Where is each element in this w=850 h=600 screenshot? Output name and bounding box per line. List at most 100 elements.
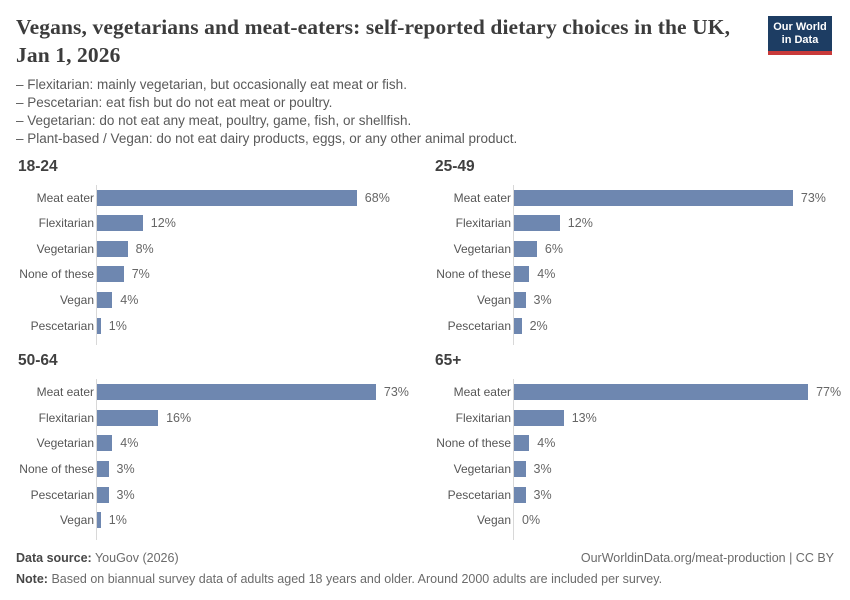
bar-row: None of these 3% [16, 456, 433, 482]
value-label: 16% [166, 410, 192, 425]
bar-track: 13% [513, 405, 850, 431]
bar-track: 73% [96, 379, 433, 406]
value-label: 1% [108, 513, 127, 528]
bar-row: Pescetarian 3% [433, 481, 850, 508]
bar-row: Meat eater 73% [433, 184, 850, 211]
category-label: Pescetarian [447, 318, 511, 333]
category-label: Pescetarian [30, 318, 94, 333]
category-label: Meat eater [453, 385, 511, 400]
bar-rows: Meat eater 77% Flexitarian 13% None of these… [433, 379, 850, 540]
bar-row: Vegan 0% [433, 507, 850, 533]
bar[interactable] [514, 215, 560, 232]
bar[interactable] [514, 266, 530, 283]
value-label: 73% [383, 385, 409, 400]
value-label: 3% [116, 462, 135, 477]
bar-track: 12% [513, 210, 850, 237]
bar[interactable] [97, 266, 124, 283]
bar[interactable] [97, 317, 101, 334]
bar-track: 16% [96, 405, 433, 431]
bar-row: Vegan 1% [16, 507, 433, 533]
owid-logo-line1: Our World [773, 21, 827, 33]
header: Vegans, vegetarians and meat-eaters: sel… [16, 14, 834, 70]
page-title: Vegans, vegetarians and meat-eaters: sel… [16, 15, 731, 67]
bar-track: 4% [96, 287, 433, 313]
value-label: 6% [544, 241, 563, 256]
category-label: Meat eater [36, 190, 94, 205]
bar-rows: Meat eater 73% Flexitarian 12% Vegetarian 6% N… [433, 184, 850, 346]
bar-row: None of these 4% [433, 261, 850, 288]
category-label: Flexitarian [38, 410, 94, 425]
bar[interactable] [97, 461, 109, 478]
bar[interactable] [97, 486, 109, 503]
bar[interactable] [514, 240, 537, 257]
bar-track: 4% [513, 261, 850, 288]
footer-note-label: Note: [16, 572, 48, 586]
chart-panel-2549: 25-49 Meat eater 73% Flexitarian 12% Vegetari… [433, 157, 850, 346]
footer-link[interactable]: OurWorldinData.org/meat-production | CC … [580, 551, 834, 565]
value-label: 68% [364, 190, 390, 205]
bar[interactable] [97, 384, 376, 401]
bar[interactable] [97, 409, 159, 426]
category-label: Vegetarian [453, 241, 511, 256]
charts-grid: 18-24 Meat eater 68% Flexitarian 12% Vegetari… [16, 157, 841, 540]
bar[interactable] [97, 215, 143, 232]
data-source-value: YouGov (2026) [94, 551, 179, 565]
bar-row: Vegetarian 8% [16, 236, 433, 262]
data-source-label: Data source: [16, 551, 92, 565]
bar[interactable] [97, 292, 113, 309]
value-label: 12% [150, 216, 176, 231]
bar[interactable] [514, 317, 522, 334]
bar-row: None of these 7% [16, 261, 433, 288]
category-label: Vegan [476, 293, 511, 308]
bar-row: Pescetarian 1% [16, 312, 433, 339]
bar-track: 8% [96, 236, 433, 262]
value-label: 77% [816, 385, 842, 400]
bar-row: Flexitarian 13% [433, 405, 850, 431]
bar-track: 4% [96, 430, 433, 457]
category-label: Meat eater [453, 190, 511, 205]
owid-logo-line2: in Data [781, 34, 819, 46]
bar[interactable] [514, 292, 526, 309]
bar[interactable] [97, 240, 128, 257]
definition-vegan: – Plant-based / Vegan: do not eat dairy … [16, 130, 518, 146]
category-label: Flexitarian [38, 216, 94, 231]
definition-pescetarian: – Pescetarian: eat fish but do not eat m… [16, 94, 333, 110]
bar[interactable] [97, 189, 357, 206]
chart-panel-65: 65+ Meat eater 77% Flexitarian 13% None of th… [433, 351, 850, 540]
bar[interactable] [514, 461, 526, 478]
bar[interactable] [514, 435, 530, 452]
value-label: 4% [120, 436, 139, 451]
category-label: Flexitarian [455, 216, 511, 231]
chart-section-title: 50-64 [18, 352, 58, 370]
chart-section-title: 65+ [435, 352, 462, 370]
bar-track: 3% [513, 481, 850, 508]
footer-note-value: Based on biannual survey data of adults … [51, 572, 663, 586]
bar-track: 7% [96, 261, 433, 288]
bar[interactable] [514, 189, 793, 206]
category-label: None of these [436, 436, 511, 451]
bar-rows: Meat eater 73% Flexitarian 16% Vegetarian 4% N… [16, 379, 433, 540]
value-label: 8% [135, 241, 154, 256]
bar[interactable] [514, 409, 564, 426]
chart-panel-1824: 18-24 Meat eater 68% Flexitarian 12% Vegetari… [16, 157, 433, 346]
bar-track: 6% [513, 236, 850, 262]
bar-track: 2% [513, 312, 850, 339]
bar-row: Meat eater 77% [433, 379, 850, 406]
bar-row: Vegetarian 3% [433, 456, 850, 482]
category-label: None of these [436, 267, 511, 282]
bar[interactable] [97, 512, 101, 529]
data-source: Data source: YouGov (2026) [16, 550, 179, 567]
bar-track: 73% [513, 184, 850, 211]
bar[interactable] [97, 435, 113, 452]
bar-track: 4% [513, 430, 850, 457]
bar-row: Meat eater 68% [16, 184, 433, 211]
owid-logo: Our World in Data [768, 16, 832, 55]
bar-row: Vegan 3% [433, 287, 850, 313]
bar[interactable] [514, 486, 526, 503]
category-label: Pescetarian [447, 487, 511, 502]
bar[interactable] [514, 384, 809, 401]
bar-row: Flexitarian 16% [16, 405, 433, 431]
category-label: Vegetarian [36, 436, 94, 451]
chart-section-title: 18-24 [18, 157, 58, 175]
value-label: 0% [522, 513, 541, 528]
